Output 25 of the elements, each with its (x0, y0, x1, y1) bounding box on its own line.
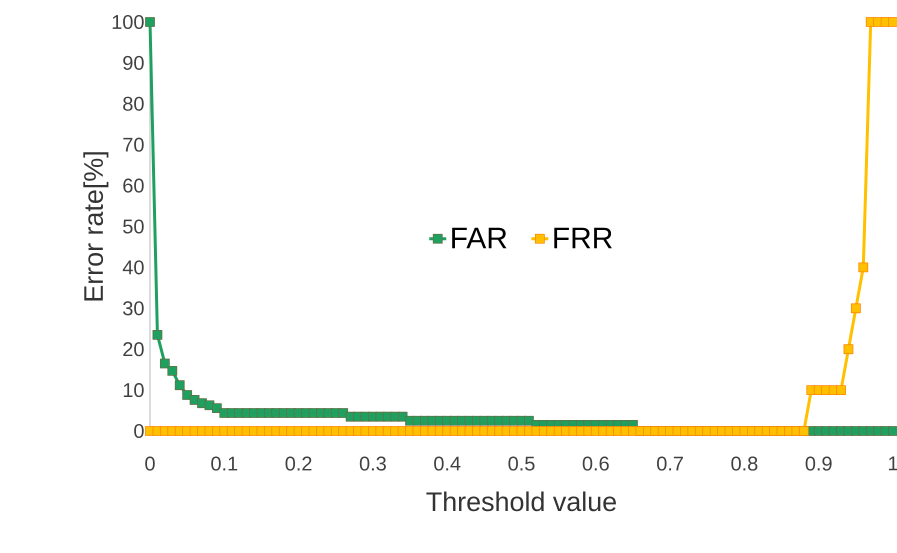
x-tick-label: 0.1 (211, 456, 238, 471)
y-tick-label: 40 (122, 260, 144, 274)
y-tick-label: 50 (123, 219, 144, 234)
y-tick-label: 10 (124, 383, 144, 398)
y-tick-label: 60 (123, 178, 144, 193)
legend-label: FAR (452, 228, 506, 248)
y-tick-label: 20 (123, 342, 144, 356)
y-tick-label: 70 (123, 138, 144, 152)
y-tick-label: 30 (123, 301, 144, 316)
legend-label: FRR (554, 228, 612, 248)
y-tick-label: 80 (123, 96, 144, 111)
x-tick-label: 0.8 (731, 456, 758, 471)
x-tick-label: 0.2 (286, 456, 312, 471)
y-tick-label: 0 (134, 424, 144, 438)
y-axis-title: Error rate[%] (83, 152, 108, 301)
x-tick-label: 0 (145, 456, 155, 471)
x-tick-label: 0.9 (806, 456, 832, 471)
y-tick-label: 100 (112, 14, 144, 30)
y-tick-label: 90 (123, 56, 144, 70)
x-axis-title: Threshold value (426, 491, 616, 512)
x-tick-label: 0.6 (582, 456, 609, 471)
x-tick-label: 0.5 (508, 456, 535, 471)
x-tick-label: 0.3 (360, 456, 386, 471)
x-tick-label: 0.7 (657, 456, 683, 471)
x-tick-label: 0.4 (434, 456, 460, 471)
